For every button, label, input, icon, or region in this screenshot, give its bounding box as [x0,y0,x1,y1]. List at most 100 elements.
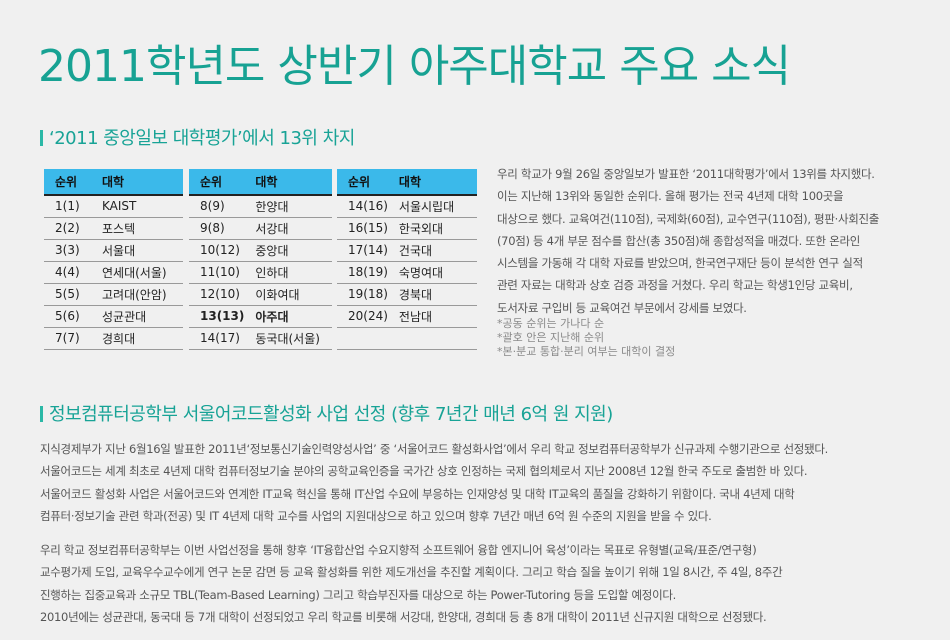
text-line: 2010년에는 성균관대, 동국대 등 7개 대학이 선정되었고 우리 학교를 … [40,609,767,624]
text-line: 대상으로 했다. 교육여건(110점), 국제화(60점), 교수연구(110점… [497,211,880,226]
text-line: 우리 학교 정보컴퓨터공학부는 이번 사업선정을 통해 향후 ‘IT융합산업 수… [40,543,757,557]
rank-cell: 8(9) [189,195,245,218]
ranking-table: 순위 대학 8(9) 한양대 9(8) 서강대 10(12) 중앙대 11(10) 인하대 12(1… [189,169,332,350]
rank-cell: 13(13) [189,305,245,328]
table-row: 4(4) 연세대(서울) [44,261,183,284]
table-header: 순위 대학 [44,169,183,196]
text-line: 서울어코드 활성화 사업은 서울어코드와 연계한 IT교육 혁신을 통해 IT산… [40,486,795,501]
text-line: 도서자료 구입비 등 교육여건 부문에서 강세를 보였다. [497,300,747,315]
university-cell: KAIST [91,195,183,218]
university-cell: 경북대 [387,283,477,306]
ranking-notes: *공동 순위는 가나다 순 *괄호 안은 지난해 순위 *본·분교 통합·분리 여부… [497,317,675,359]
text-line: 교수평가제 도입, 교육우수교수에게 연구 논문 감면 등 교육 활성화를 위한… [40,565,783,580]
university-cell: 서울대 [91,239,183,262]
rank-cell: 2(2) [44,217,91,240]
rank-cell: 11(10) [189,261,245,284]
university-cell: 한국외대 [387,217,477,240]
page-title: 2011학년도 상반기 아주대학교 주요 소식 [38,41,791,92]
university-cell: 경희대 [91,327,183,350]
university-header: 대학 [91,169,183,196]
text-line: *공동 순위는 가나다 순 [497,317,605,330]
rank-cell: 3(3) [44,239,91,262]
rank-cell: 10(12) [189,239,245,262]
rank-cell: 12(10) [189,283,245,306]
table-row: 19(18) 경북대 [337,283,477,306]
table-row: 7(7) 경희대 [44,327,183,350]
rank-cell: 20(24) [337,305,388,328]
rank-cell: 16(15) [337,217,388,240]
ranking-article-body: 우리 학교가 9월 26일 중앙일보가 발표한 ‘2011대학평가’에서 13위… [497,163,917,319]
university-cell: 고려대(안암) [91,283,183,306]
seoul-accord-paragraph-1: 지식경제부가 지난 6월16일 발표한 2011년‘정보통신기술인력양성사업’ … [40,438,828,527]
rank-cell: 19(18) [337,283,388,306]
table-row: 14(17) 동국대(서울) [189,327,332,350]
table-row: 13(13) 아주대 [189,305,332,328]
table-row: 2(2) 포스텍 [44,217,183,240]
text-line: 서울어코드는 세계 최초로 4년제 대학 컴퓨터정보기술 분야의 공학교육인증을… [40,464,808,479]
table-row [337,327,477,350]
university-cell: 아주대 [244,305,332,328]
university-cell: 서울시립대 [387,195,477,218]
university-cell: 서강대 [244,217,332,240]
table-row: 16(15) 한국외대 [337,217,477,240]
university-header: 대학 [244,169,332,196]
table-header: 순위 대학 [189,169,332,196]
seoul-accord-paragraph-2: 우리 학교 정보컴퓨터공학부는 이번 사업선정을 통해 향후 ‘IT융합산업 수… [40,539,783,628]
table-row: 11(10) 인하대 [189,261,332,284]
section-heading-seoul-accord: 정보컴퓨터공학부 서울어코드활성화 사업 선정 (향후 7년간 매년 6억 원 … [40,400,613,426]
text-line: 지식경제부가 지난 6월16일 발표한 2011년‘정보통신기술인력양성사업’ … [40,442,828,456]
university-cell: 포스텍 [91,217,183,240]
university-cell: 성균관대 [91,305,183,328]
rank-cell: 7(7) [44,327,91,350]
table-row: 18(19) 숙명여대 [337,261,477,284]
rank-header: 순위 [337,169,388,196]
heading-text: ‘2011 중앙일보 대학평가’에서 13위 차지 [49,128,355,149]
university-cell: 연세대(서울) [91,261,183,284]
heading-bar [40,406,43,422]
university-cell: 인하대 [244,261,332,284]
rank-cell: 14(16) [337,195,388,218]
rank-cell: 4(4) [44,261,91,284]
university-cell: 이화여대 [244,283,332,306]
rank-cell: 5(6) [44,305,91,328]
table-row: 10(12) 중앙대 [189,239,332,262]
rank-header: 순위 [189,169,245,196]
rank-cell [337,327,388,350]
table-row: 9(8) 서강대 [189,217,332,240]
rank-header: 순위 [44,169,91,196]
rank-cell: 1(1) [44,195,91,218]
rank-cell: 9(8) [189,217,245,240]
text-line: 시스템을 가동해 각 대학 자료를 받았으며, 한국연구재단 등이 분석한 연구… [497,256,863,271]
university-cell: 한양대 [244,195,332,218]
university-cell: 건국대 [387,239,477,262]
university-cell [387,327,477,350]
university-cell: 중앙대 [244,239,332,262]
university-cell: 전남대 [387,305,477,328]
rank-cell: 14(17) [189,327,245,350]
ranking-table: 순위 대학 1(1) KAIST 2(2) 포스텍 3(3) 서울대 4(4) 연세대(서울) 5(… [44,169,183,350]
table-row: 8(9) 한양대 [189,195,332,218]
university-cell: 동국대(서울) [244,327,332,350]
text-line: 이는 지난해 13위와 동일한 순위다. 올해 평가는 전국 4년제 대학 10… [497,189,844,204]
university-header: 대학 [387,169,477,196]
table-row: 20(24) 전남대 [337,305,477,328]
text-line: 컴퓨터·정보기술 관련 학과(전공) 및 IT 4년제 대학 교수를 사업의 지… [40,508,712,523]
university-cell: 숙명여대 [387,261,477,284]
text-line: *괄호 안은 지난해 순위 [497,331,605,344]
text-line: (70점) 등 4개 부문 점수를 합산(총 350점)해 종합성적을 매겼다.… [497,233,861,248]
section-heading-ranking: ‘2011 중앙일보 대학평가’에서 13위 차지 [40,124,355,150]
heading-bar [40,130,43,146]
heading-text: 정보컴퓨터공학부 서울어코드활성화 사업 선정 (향후 7년간 매년 6억 원 … [49,404,613,425]
table-row: 3(3) 서울대 [44,239,183,262]
text-line: 관련 자료는 대학과 상호 검증 과정을 거쳤다. 우리 학교는 학생1인당 교… [497,278,853,293]
table-row: 5(5) 고려대(안암) [44,283,183,306]
ranking-table: 순위 대학 14(16) 서울시립대 16(15) 한국외대 17(14) 건국대 18(19)… [337,169,477,350]
rank-cell: 17(14) [337,239,388,262]
text-line: 우리 학교가 9월 26일 중앙일보가 발표한 ‘2011대학평가’에서 13위… [497,167,875,181]
table-row: 5(6) 성균관대 [44,305,183,328]
table-row: 14(16) 서울시립대 [337,195,477,218]
table-row: 1(1) KAIST [44,195,183,218]
table-header: 순위 대학 [337,169,477,196]
table-row: 17(14) 건국대 [337,239,477,262]
rank-cell: 5(5) [44,283,91,306]
